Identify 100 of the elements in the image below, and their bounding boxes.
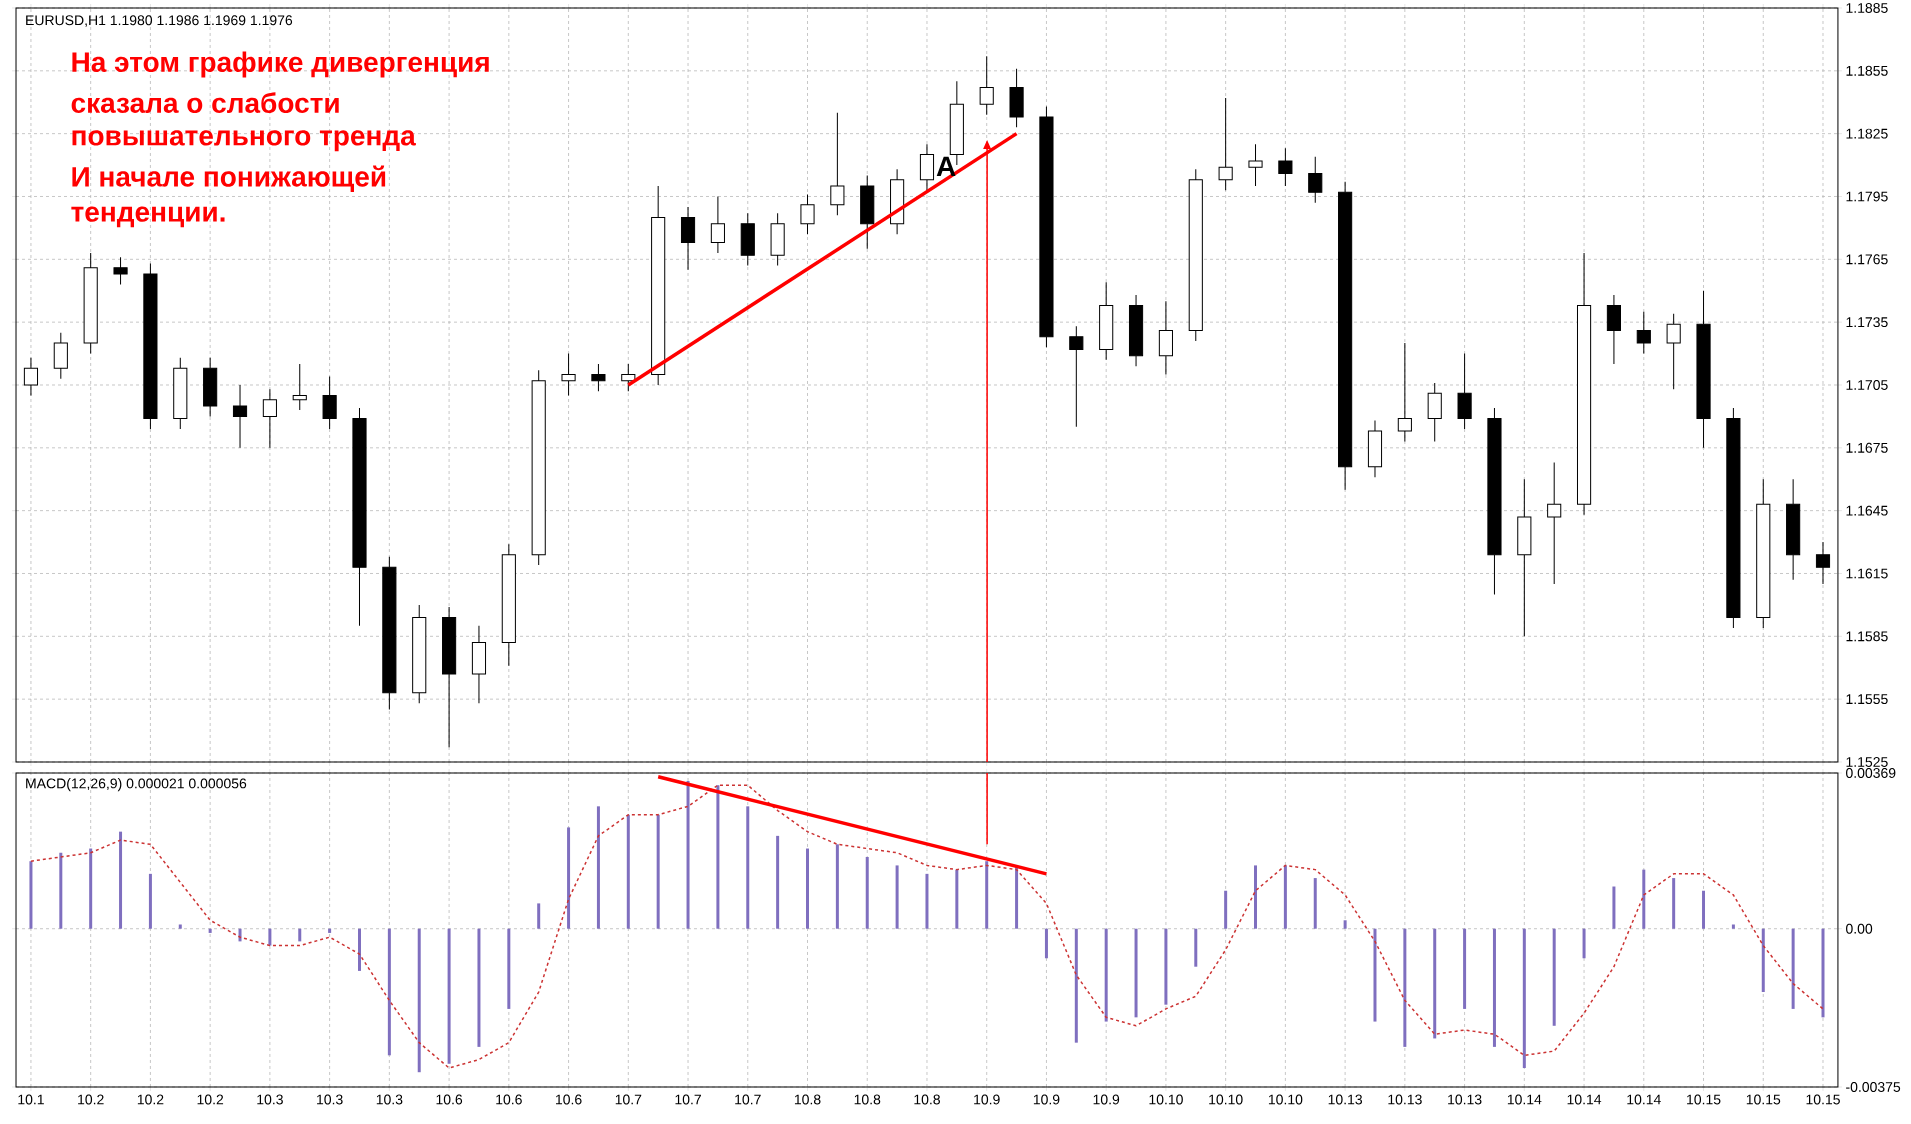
candlestick bbox=[1487, 407, 1502, 595]
bar bbox=[626, 814, 630, 929]
bar bbox=[1612, 886, 1616, 929]
bar bbox=[1164, 928, 1168, 1005]
x-tick-label: 10.8 bbox=[914, 1094, 940, 1105]
candlestick bbox=[1756, 478, 1771, 629]
y-tick-label: -0.00375 bbox=[1846, 1082, 1901, 1092]
bar bbox=[119, 831, 123, 929]
candlestick bbox=[83, 252, 98, 355]
bar bbox=[208, 928, 212, 933]
candlestick bbox=[531, 369, 546, 566]
candlestick bbox=[1069, 325, 1084, 428]
candlestick bbox=[53, 332, 68, 380]
candlestick bbox=[830, 112, 845, 216]
bar bbox=[387, 928, 391, 1056]
bar bbox=[806, 848, 810, 929]
bar bbox=[417, 928, 421, 1073]
bar bbox=[1731, 924, 1735, 929]
annotation: И начале понижающей bbox=[72, 165, 386, 192]
bar bbox=[328, 928, 332, 933]
bar bbox=[1074, 928, 1078, 1043]
candlestick bbox=[352, 407, 367, 627]
candlestick bbox=[1308, 156, 1323, 204]
candlestick bbox=[1128, 294, 1144, 367]
candlestick bbox=[1606, 294, 1621, 365]
y-tick-label: 1.1765 bbox=[1846, 254, 1888, 265]
x-tick-label: 10.2 bbox=[137, 1094, 164, 1105]
candlestick bbox=[412, 604, 427, 704]
candlestick bbox=[800, 193, 815, 235]
candlestick bbox=[680, 206, 696, 271]
bar bbox=[1642, 869, 1646, 929]
candlestick bbox=[143, 263, 158, 430]
x-tick-label: 10.3 bbox=[376, 1094, 403, 1105]
bar bbox=[1821, 928, 1825, 1018]
annotation: повышательного тренда bbox=[72, 130, 416, 152]
bar bbox=[1283, 865, 1287, 929]
x-tick-label: 10.7 bbox=[675, 1094, 701, 1105]
bar bbox=[1492, 928, 1496, 1047]
x-tick-label: 10.9 bbox=[1033, 1094, 1060, 1105]
candlestick bbox=[1786, 478, 1801, 581]
candlestick bbox=[890, 168, 905, 235]
bar bbox=[1104, 928, 1108, 1022]
x-tick-label: 10.13 bbox=[1388, 1094, 1422, 1105]
bar bbox=[1343, 920, 1347, 929]
y-tick-label: 1.1885 bbox=[1846, 3, 1888, 13]
candlestick bbox=[1218, 97, 1233, 191]
candlestick bbox=[1815, 541, 1831, 585]
bar bbox=[746, 806, 750, 929]
candlestick bbox=[382, 556, 397, 711]
candlestick bbox=[860, 175, 875, 250]
y-tick-label: 1.1735 bbox=[1846, 317, 1888, 328]
candlestick bbox=[1636, 311, 1651, 355]
candlestick bbox=[262, 388, 277, 449]
candlestick bbox=[1248, 143, 1263, 187]
x-tick-label: 10.14 bbox=[1507, 1094, 1542, 1105]
x-tick-label: 10.13 bbox=[1448, 1094, 1482, 1105]
x-tick-label: 10.7 bbox=[735, 1094, 761, 1105]
candlestick bbox=[1696, 290, 1711, 449]
bar bbox=[298, 928, 302, 942]
x-tick-label: 10.8 bbox=[794, 1094, 821, 1105]
bar bbox=[985, 861, 989, 929]
bar bbox=[865, 856, 869, 929]
candlestick bbox=[1158, 300, 1173, 376]
candlestick bbox=[591, 363, 606, 392]
bar bbox=[1134, 928, 1138, 1018]
x-tick-label: 10.13 bbox=[1328, 1094, 1363, 1105]
bar bbox=[1254, 865, 1258, 929]
bar bbox=[1224, 890, 1228, 929]
candlestick bbox=[113, 256, 128, 285]
bar bbox=[1313, 878, 1317, 929]
x-tick-label: 10.10 bbox=[1149, 1094, 1183, 1105]
bar bbox=[1373, 928, 1377, 1022]
bar bbox=[1672, 878, 1676, 929]
candlestick bbox=[1726, 407, 1741, 629]
bar bbox=[835, 844, 839, 929]
x-tick-label: 10.9 bbox=[974, 1094, 1000, 1105]
candlestick bbox=[1009, 68, 1024, 128]
x-tick-label: 10.6 bbox=[496, 1094, 522, 1105]
y-tick-label: 1.1825 bbox=[1846, 128, 1888, 139]
x-tick-label: 10.6 bbox=[436, 1094, 463, 1105]
y-tick-label: 1.1555 bbox=[1846, 694, 1888, 705]
bar bbox=[716, 785, 720, 929]
x-tick-label: 10.15 bbox=[1687, 1094, 1721, 1105]
bar bbox=[507, 928, 511, 1009]
y-tick-label: 1.1675 bbox=[1846, 442, 1888, 453]
y-tick-label: 1.1525 bbox=[1846, 757, 1888, 767]
bar bbox=[656, 814, 660, 929]
bar bbox=[1761, 928, 1765, 993]
bar bbox=[178, 924, 182, 929]
bar bbox=[29, 861, 33, 929]
y-tick-label: 1.1585 bbox=[1846, 631, 1888, 642]
candlestick bbox=[232, 384, 248, 449]
candlestick bbox=[203, 357, 218, 417]
x-tick-label: 10.10 bbox=[1268, 1094, 1303, 1105]
y-tick-label: 1.1615 bbox=[1846, 568, 1888, 579]
candlestick bbox=[23, 357, 39, 396]
candlestick bbox=[979, 55, 994, 116]
x-tick-label: 10.15 bbox=[1746, 1094, 1781, 1105]
bar bbox=[776, 835, 780, 929]
x-tick-label: 10.3 bbox=[317, 1094, 343, 1105]
